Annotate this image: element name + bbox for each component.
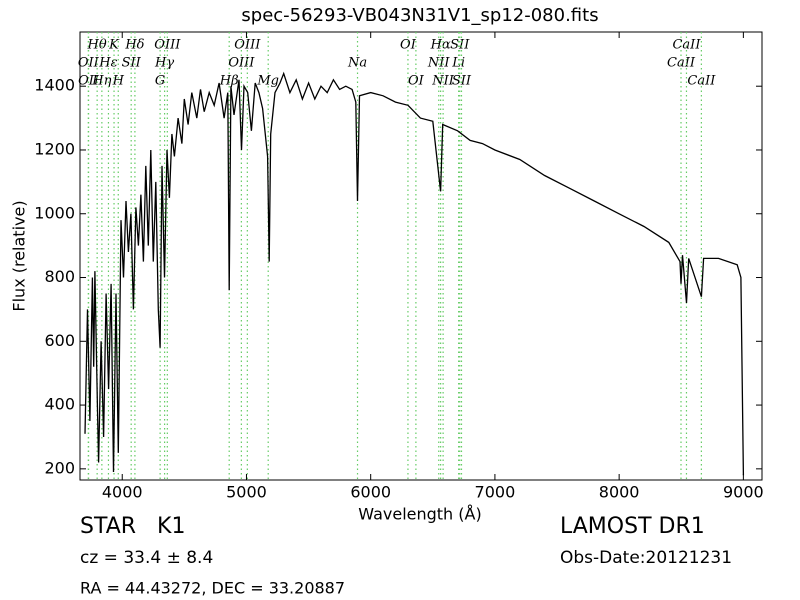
y-tick-label: 1400 (34, 76, 75, 95)
coords-label: RA = 44.43272, DEC = 33.20887 (80, 579, 345, 598)
line-label: OII (78, 56, 100, 71)
class-label: STAR K1 (80, 514, 185, 539)
x-tick-label: 6000 (350, 483, 391, 502)
line-label: Hβ (219, 74, 239, 89)
line-label: CaII (672, 38, 701, 53)
line-label: Hθ (87, 38, 107, 53)
y-tick-label: 400 (44, 395, 75, 414)
line-label: OIII (154, 38, 181, 53)
line-label: NII (427, 56, 451, 71)
line-label: Hα (430, 38, 451, 53)
x-axis-label: Wavelength (Å) (358, 505, 481, 524)
x-tick-label: 8000 (599, 483, 640, 502)
line-label: Li (451, 56, 465, 71)
date-label: Obs-Date:20121231 (560, 548, 732, 568)
y-tick-label: 1000 (34, 203, 75, 222)
line-label: G (155, 74, 165, 89)
line-label: OII (78, 74, 100, 89)
y-tick-label: 600 (44, 331, 75, 350)
line-label: CaII (667, 56, 696, 71)
line-label: OIII (234, 38, 261, 53)
cz-label: cz = 33.4 ± 8.4 (80, 548, 213, 568)
line-label: H (112, 74, 125, 89)
line-label: Hγ (154, 56, 174, 71)
spectrum-line (84, 71, 745, 476)
line-label: NII (431, 74, 455, 89)
line-label: OIII (228, 56, 255, 71)
line-label: CaII (687, 74, 716, 89)
chart-title: spec-56293-VB043N31V1_sp12-080.fits (241, 5, 598, 26)
line-label: SII (450, 38, 470, 53)
line-label: OI (400, 38, 417, 53)
y-tick-label: 200 (44, 458, 75, 477)
y-axis-label: Flux (relative) (10, 200, 29, 311)
line-label: Mg (256, 74, 279, 89)
x-tick-label: 9000 (723, 483, 764, 502)
x-tick-label: 7000 (475, 483, 516, 502)
survey-label: LAMOST DR1 (560, 514, 705, 539)
line-label: Hε (98, 56, 117, 71)
y-tick-label: 1200 (34, 139, 75, 158)
plot-frame (79, 31, 763, 481)
line-label: K (108, 38, 120, 53)
y-tick-label: 800 (44, 267, 75, 286)
line-label: Hδ (124, 38, 144, 53)
line-label: OI (408, 74, 425, 89)
line-label: SII (452, 74, 472, 89)
x-tick-label: 4000 (102, 483, 143, 502)
line-label: Na (347, 56, 367, 71)
x-tick-label: 5000 (226, 483, 267, 502)
line-label: SII (122, 56, 142, 71)
line-label: Hη (91, 74, 111, 89)
